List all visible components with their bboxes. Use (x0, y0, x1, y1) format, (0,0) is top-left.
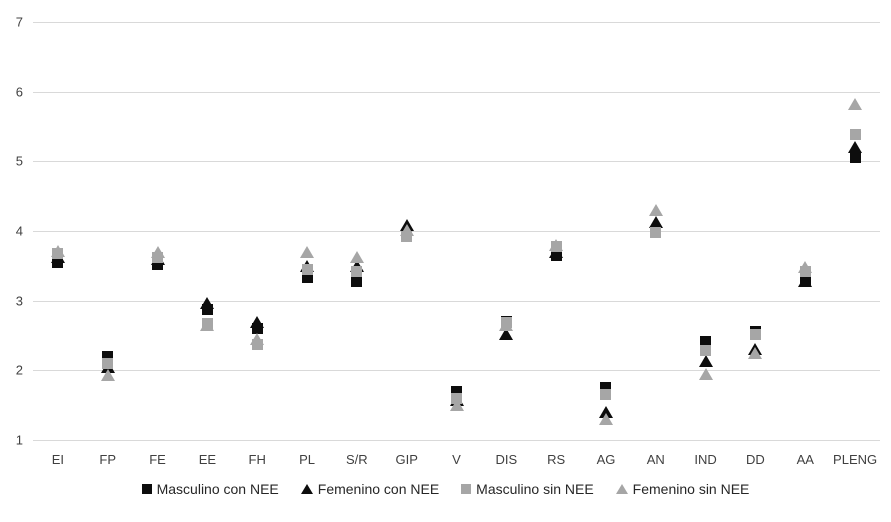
x-axis-category-label: DD (746, 452, 765, 467)
x-axis-category-label: FP (99, 452, 117, 467)
data-point (300, 245, 315, 258)
x-axis-category-label: FE (149, 452, 166, 467)
x-axis-category-label: PLENG (833, 452, 878, 467)
x-axis-category-label: PL (299, 452, 315, 467)
data-point (700, 335, 712, 347)
x-axis-category-label: DIS (495, 452, 518, 467)
legend-triangle-marker-icon (300, 484, 313, 494)
legend-label: Masculino sin NEE (476, 481, 594, 497)
gridline (33, 91, 880, 93)
data-point (102, 350, 114, 362)
y-axis-tick-label: 3 (15, 293, 23, 309)
data-point (698, 367, 713, 380)
data-point (351, 265, 363, 277)
data-point (200, 296, 215, 309)
data-point (200, 319, 215, 332)
y-axis-tick-label: 5 (15, 153, 23, 169)
data-point (449, 399, 464, 412)
data-point (848, 141, 863, 154)
gridline (33, 22, 880, 23)
plot-area: 1 2 3 4 5 6 7 EI FP FE EE FH PL S/R GIP V DIS RS AG AN IND DD… (15, 14, 880, 467)
legend-label: Femenino sin NEE (632, 481, 750, 497)
legend-item: Femenino sin NEE (615, 481, 750, 497)
data-point (849, 152, 861, 164)
data-point (250, 332, 265, 345)
data-point (849, 129, 861, 141)
legend-label: Masculino con NEE (156, 481, 279, 497)
legend-triangle-marker-icon (615, 484, 628, 494)
data-point (351, 275, 363, 287)
x-axis-category-label: V (452, 452, 461, 467)
data-point (301, 272, 313, 284)
data-point (499, 328, 514, 341)
gridline (33, 300, 880, 302)
data-point (798, 261, 813, 274)
data-point (399, 223, 414, 236)
y-axis-tick-label: 7 (15, 14, 23, 30)
data-point (748, 346, 763, 359)
data-point (749, 328, 761, 340)
data-point (598, 413, 613, 426)
data-point (600, 382, 612, 394)
x-axis-category-label: RS (547, 452, 566, 467)
data-point (301, 263, 313, 275)
y-axis-tick-label: 1 (15, 432, 23, 448)
x-axis-category-label: IND (694, 452, 717, 467)
y-axis-tick-label: 2 (15, 362, 23, 378)
y-axis-tick-label: 6 (15, 84, 23, 100)
data-point (650, 226, 662, 238)
y-axis-tick-label: 4 (15, 223, 23, 239)
x-axis-category-label: AA (796, 452, 814, 467)
data-point (201, 303, 213, 315)
legend-item: Femenino con NEE (300, 481, 440, 497)
data-point (100, 369, 115, 382)
data-point (600, 389, 612, 401)
legend-label: Femenino con NEE (317, 481, 440, 497)
data-point (102, 357, 114, 369)
data-point (251, 323, 263, 335)
x-axis-category-label: GIP (395, 452, 418, 467)
data-point (848, 97, 863, 110)
data-point (499, 319, 514, 332)
legend-square-marker-icon (461, 484, 472, 494)
data-point (451, 392, 462, 404)
x-axis-category-label: EE (198, 452, 217, 467)
gridline (33, 161, 880, 163)
x-axis-category-label: FH (248, 452, 266, 467)
x-axis-category-label: EI (51, 452, 65, 467)
legend: Masculino con NEE Femenino con NEE Masculi… (0, 481, 891, 497)
x-axis-category-label: S/R (346, 452, 368, 467)
data-point (150, 245, 165, 258)
data-point (700, 345, 712, 357)
legend-item: Masculino con NEE (141, 481, 279, 497)
data-point (549, 238, 564, 251)
data-point (648, 215, 663, 228)
data-point (250, 315, 265, 328)
x-axis-category-label: AG (596, 452, 616, 467)
data-point (698, 355, 713, 368)
data-point (451, 385, 462, 397)
data-point (648, 204, 663, 217)
gridline (33, 231, 880, 232)
data-point (349, 251, 364, 264)
x-axis-category-label: AN (646, 452, 665, 467)
gridline (33, 370, 880, 372)
data-point (798, 275, 813, 288)
data-point (50, 244, 65, 257)
data-point (401, 231, 413, 243)
legend-square-marker-icon (141, 484, 152, 494)
gridline (33, 440, 880, 441)
legend-item: Masculino sin NEE (461, 481, 594, 497)
